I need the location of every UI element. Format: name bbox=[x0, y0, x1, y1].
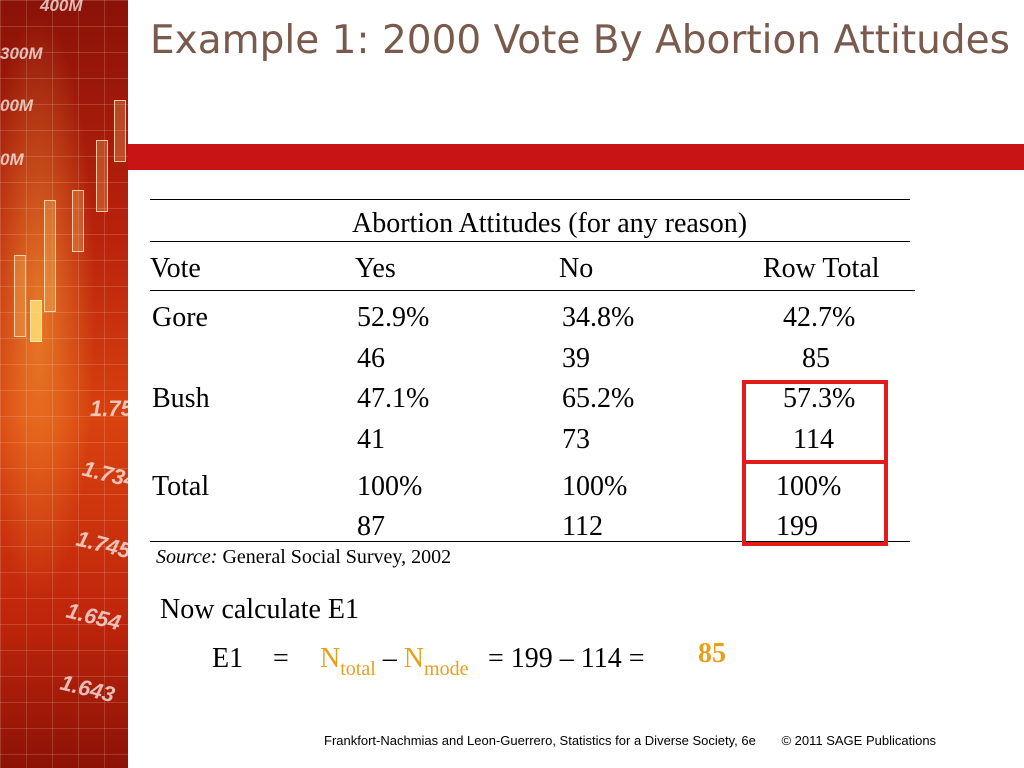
formula-equals: = bbox=[273, 643, 289, 674]
decorative-side-image: 400M 300M 00M 0M 1.75 1.734 1.745 1.654 … bbox=[0, 0, 128, 768]
footer-citation: Frankfort-Nachmias and Leon-Guerrero, St… bbox=[324, 733, 756, 748]
cell-no-pct: 100% bbox=[562, 471, 628, 502]
highlight-box-grand-total bbox=[742, 460, 888, 546]
table-bottom-rule bbox=[150, 541, 910, 542]
cell-no-n: 39 bbox=[562, 343, 590, 374]
formula-n-total: N bbox=[320, 643, 341, 674]
cell-yes-pct: 52.9% bbox=[357, 302, 430, 333]
cell-total-pct: 100% bbox=[776, 471, 842, 502]
table-caption: Abortion Attitudes (for any reason) bbox=[352, 208, 748, 239]
cell-total-n: 85 bbox=[802, 343, 830, 374]
candlestick-decoration bbox=[72, 190, 84, 252]
cell-total-n: 199 bbox=[776, 511, 818, 542]
cell-yes-pct: 47.1% bbox=[357, 383, 430, 414]
cell-total-pct: 57.3% bbox=[783, 383, 856, 414]
cell-yes-n: 46 bbox=[357, 343, 385, 374]
candlestick-decoration bbox=[114, 100, 126, 162]
formula-rhs: = 199 – 114 = bbox=[488, 643, 645, 674]
candlestick-decoration bbox=[96, 140, 108, 212]
row-label: Gore bbox=[152, 302, 208, 333]
table-header-rule bbox=[150, 290, 915, 291]
header-no: No bbox=[559, 253, 594, 284]
cell-no-n: 73 bbox=[562, 424, 590, 455]
source-label: Source: bbox=[156, 546, 218, 568]
table-source: Source: General Social Survey, 2002 bbox=[156, 546, 451, 569]
header-row-total: Row Total bbox=[763, 253, 880, 284]
footer-copyright: © 2011 SAGE Publications bbox=[781, 733, 937, 748]
highlight-box-bush-total bbox=[742, 380, 888, 464]
formula-n-mode: N bbox=[403, 643, 425, 674]
cell-yes-n: 41 bbox=[357, 424, 385, 455]
row-label: Total bbox=[152, 471, 210, 502]
row-label: Bush bbox=[152, 383, 210, 414]
header-vote: Vote bbox=[150, 253, 201, 284]
title-accent-bar bbox=[128, 144, 1024, 170]
source-text: General Social Survey, 2002 bbox=[222, 546, 452, 568]
cell-no-n: 112 bbox=[562, 511, 603, 542]
formula-answer: 85 bbox=[698, 638, 726, 669]
formula-lhs: E1 bbox=[212, 643, 244, 674]
candlestick-decoration bbox=[44, 200, 56, 312]
cell-yes-pct: 100% bbox=[357, 471, 423, 502]
chart-number: 0M bbox=[0, 150, 24, 169]
formula-expression: Ntotal – Nmode bbox=[320, 643, 468, 680]
calculation-heading: Now calculate E1 bbox=[160, 594, 360, 625]
table-top-rule bbox=[150, 199, 910, 200]
chart-number: 00M bbox=[0, 96, 34, 115]
table-caption-rule bbox=[150, 241, 910, 242]
cell-no-pct: 65.2% bbox=[562, 383, 635, 414]
slide-title: Example 1: 2000 Vote By Abortion Attitud… bbox=[150, 18, 1010, 63]
chart-grid-decoration bbox=[0, 0, 128, 768]
chart-number: 1.75 bbox=[90, 396, 128, 421]
candlestick-decoration bbox=[14, 255, 26, 337]
chart-number: 400M bbox=[40, 0, 83, 15]
formula-minus: – bbox=[382, 643, 397, 674]
cell-total-n: 114 bbox=[793, 424, 834, 455]
header-yes: Yes bbox=[355, 253, 396, 284]
formula-sub-mode: mode bbox=[424, 658, 469, 680]
chart-number: 300M bbox=[0, 44, 43, 63]
cell-total-pct: 42.7% bbox=[783, 302, 856, 333]
candlestick-decoration bbox=[30, 300, 42, 342]
cell-yes-n: 87 bbox=[357, 511, 385, 542]
slide-footer: Frankfort-Nachmias and Leon-Guerrero, St… bbox=[324, 733, 936, 748]
formula-sub-total: total bbox=[340, 658, 376, 680]
cell-no-pct: 34.8% bbox=[562, 302, 635, 333]
